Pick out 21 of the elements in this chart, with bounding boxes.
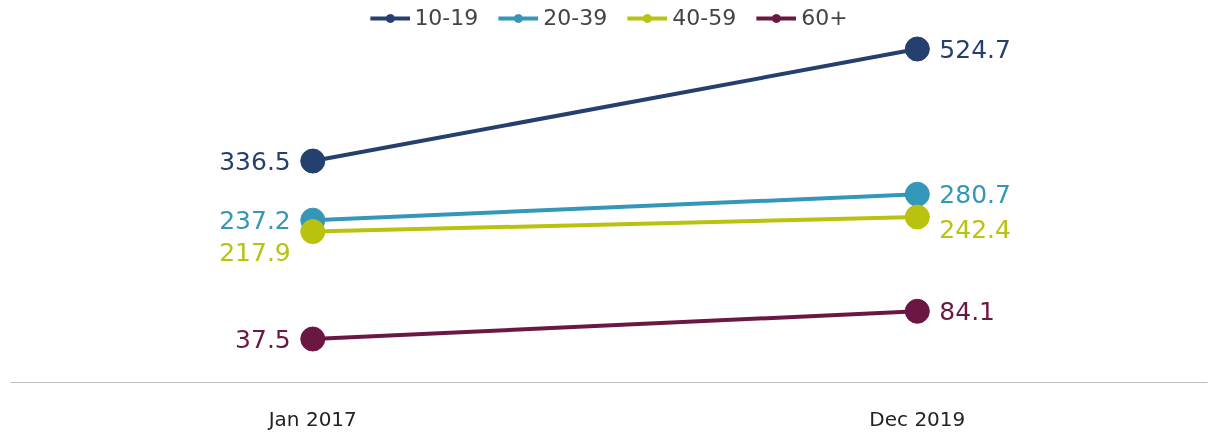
data-label: 280.7 xyxy=(939,180,1011,210)
point xyxy=(904,36,930,62)
data-label: 84.1 xyxy=(939,297,995,327)
x-tick-label: Dec 2019 xyxy=(869,406,966,431)
legend-label: 60+ xyxy=(801,5,848,30)
data-label: 242.4 xyxy=(939,214,1011,244)
data-label: 524.7 xyxy=(939,35,1011,64)
point xyxy=(904,204,930,230)
data-label: 336.5 xyxy=(219,147,291,177)
point xyxy=(904,181,930,207)
legend-label: 40-59 xyxy=(672,5,737,30)
point xyxy=(300,326,326,352)
x-tick-label: Jan 2017 xyxy=(266,406,357,431)
point xyxy=(904,298,930,324)
data-label: 237.2 xyxy=(219,206,291,236)
data-label: 217.9 xyxy=(219,238,291,268)
point xyxy=(300,219,326,245)
legend-label: 20-39 xyxy=(543,5,608,30)
legend-label: 10-19 xyxy=(414,5,479,30)
data-label: 37.5 xyxy=(235,325,291,354)
point xyxy=(300,148,326,174)
